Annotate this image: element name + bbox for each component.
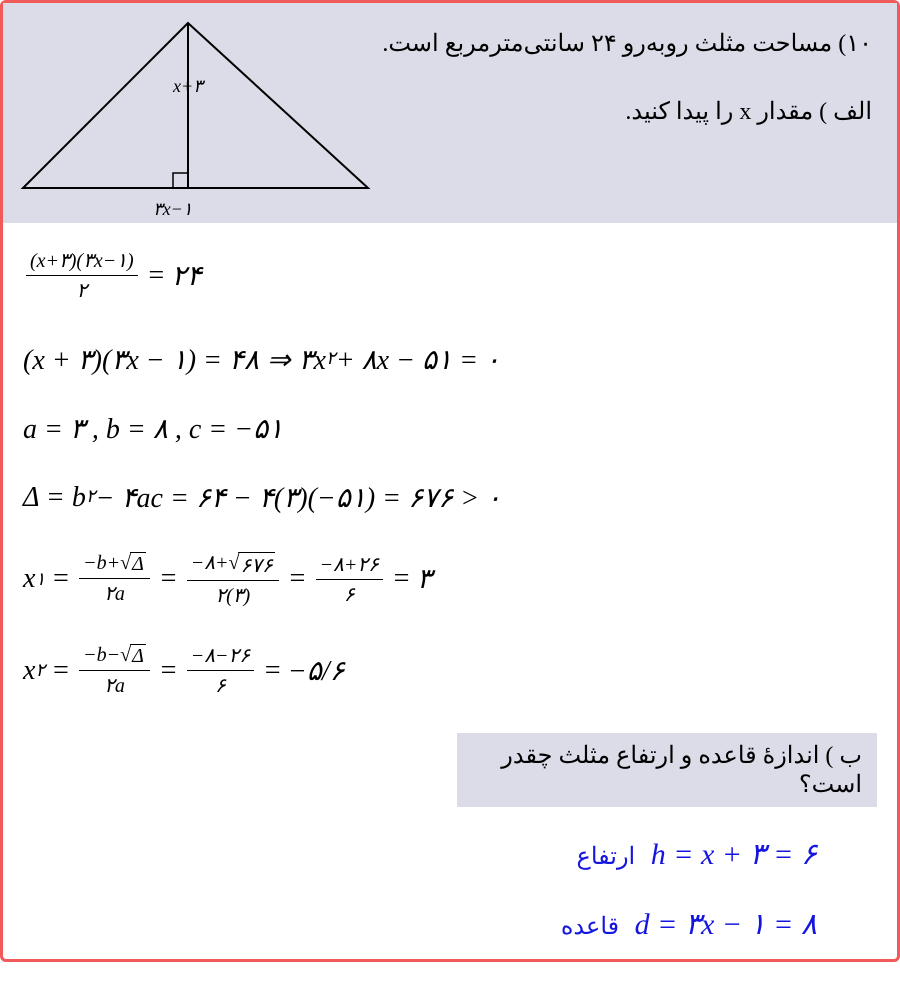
solution-line-3: a = ۳ , b = ۸ , c = −۵۱ (23, 412, 877, 446)
solution-line-5: x۱ = −b+√Δ ۲a = −۸+√۶۷۶ ۲(۳) = −۸+۲۶ ۶ =… (23, 550, 877, 608)
triangle-svg (18, 18, 378, 213)
solution-line-4: Δ = b۲ − ۴ac = ۶۴ − ۴(۳)(−۵۱) = ۶۷۶ > ۰ (23, 481, 877, 515)
question-header: ۱۰) مساحت مثلث روبه‌رو ۲۴ سانتی‌مترمربع … (3, 3, 897, 223)
solution-line-2: (x + ۳)(۳x − ۱) = ۴۸ ⇒ ۳x۲ + ۸x − ۵۱ = ۰ (23, 343, 877, 377)
base-label: ۳x−۱ (153, 199, 192, 220)
answer-base: قاعده d = ۳x − ۱ = ۸ (23, 907, 877, 942)
solution-section: (x+۳)(۳x−۱) ۲ = ۲۴ (x + ۳)(۳x − ۱) = ۴۸ … (3, 223, 897, 1002)
triangle-diagram: x+۳ ۳x−۱ (18, 18, 378, 218)
part-b-header: ب ) اندازهٔ قاعده و ارتفاع مثلث چقدر است… (457, 733, 877, 807)
answer-height: ارتفاع h = x + ۳ = ۶ (23, 837, 877, 872)
solution-line-6: x۲ = −b−√Δ ۲a = −۸−۲۶ ۶ = −۵/۶ (23, 643, 877, 698)
height-label: x+۳ (173, 76, 203, 97)
solution-line-1: (x+۳)(۳x−۱) ۲ = ۲۴ (23, 248, 877, 303)
